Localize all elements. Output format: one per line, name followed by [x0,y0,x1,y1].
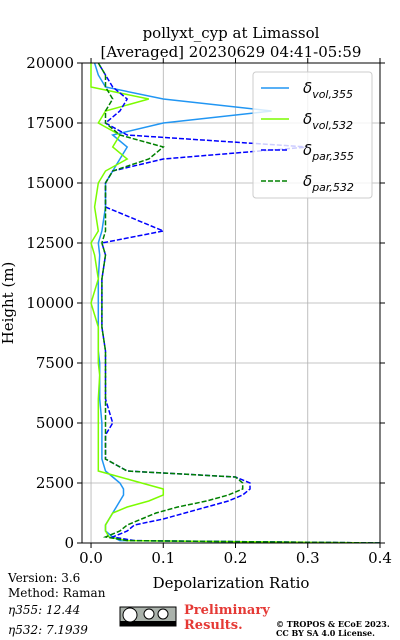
plot-lines [90,63,380,543]
eta355: η355: 12.44 [8,603,80,617]
y-tick-label: 17500 [26,114,74,132]
legend-subscript: par,355 [311,150,354,163]
plot-frame [81,62,381,544]
x-tick-label: 0.3 [296,549,320,567]
copyright: © TROPOS & ECoE 2023. [276,619,390,629]
legend-entry: δpar,355 [303,141,354,163]
legend-entry: δvol,355 [303,79,353,101]
legend-entry: δpar,532 [303,172,354,194]
cc-badge [119,606,177,627]
x-tick-label: 0.0 [79,549,103,567]
x-axis-label: Depolarization Ratio [153,574,310,592]
y-tick-label: 5000 [36,414,74,432]
legend-symbol: δ [303,110,312,128]
version: Version: 3.6 [7,571,80,585]
legend-box [252,71,373,199]
legend-subscript: par,532 [311,181,354,194]
legend-symbol: δ [303,172,312,190]
x-tick-label: 0.1 [151,549,175,567]
method: Method: Raman [8,586,106,600]
y-axis-label: Height (m) [0,262,17,345]
y-tick-label: 20000 [26,54,74,72]
y-tick-label: 0 [64,534,74,552]
series-line [97,63,380,543]
preliminary-note: Results. [184,618,243,633]
y-tick-label: 10000 [26,294,74,312]
chart-title: pollyxt_cyp at Limassol [143,24,320,42]
x-tick-label: 0.4 [368,549,392,567]
chart-title: [Averaged] 20230629 04:41-05:59 [101,43,362,61]
legend-symbol: δ [303,79,312,97]
preliminary-note: Preliminary [184,603,270,618]
eta532: η532: 7.1939 [8,623,88,637]
y-tick-label: 15000 [26,174,74,192]
legend-subscript: vol,532 [312,119,353,132]
legend-entry: δvol,532 [303,110,353,132]
x-tick-label: 0.2 [224,549,248,567]
y-tick-label: 12500 [26,234,74,252]
copyright: CC BY SA 4.0 License. [276,628,375,638]
y-tick-label: 7500 [36,354,74,372]
legend-symbol: δ [303,141,312,159]
legend-subscript: vol,355 [312,88,353,101]
y-tick-label: 2500 [36,474,74,492]
series-line [90,63,380,543]
